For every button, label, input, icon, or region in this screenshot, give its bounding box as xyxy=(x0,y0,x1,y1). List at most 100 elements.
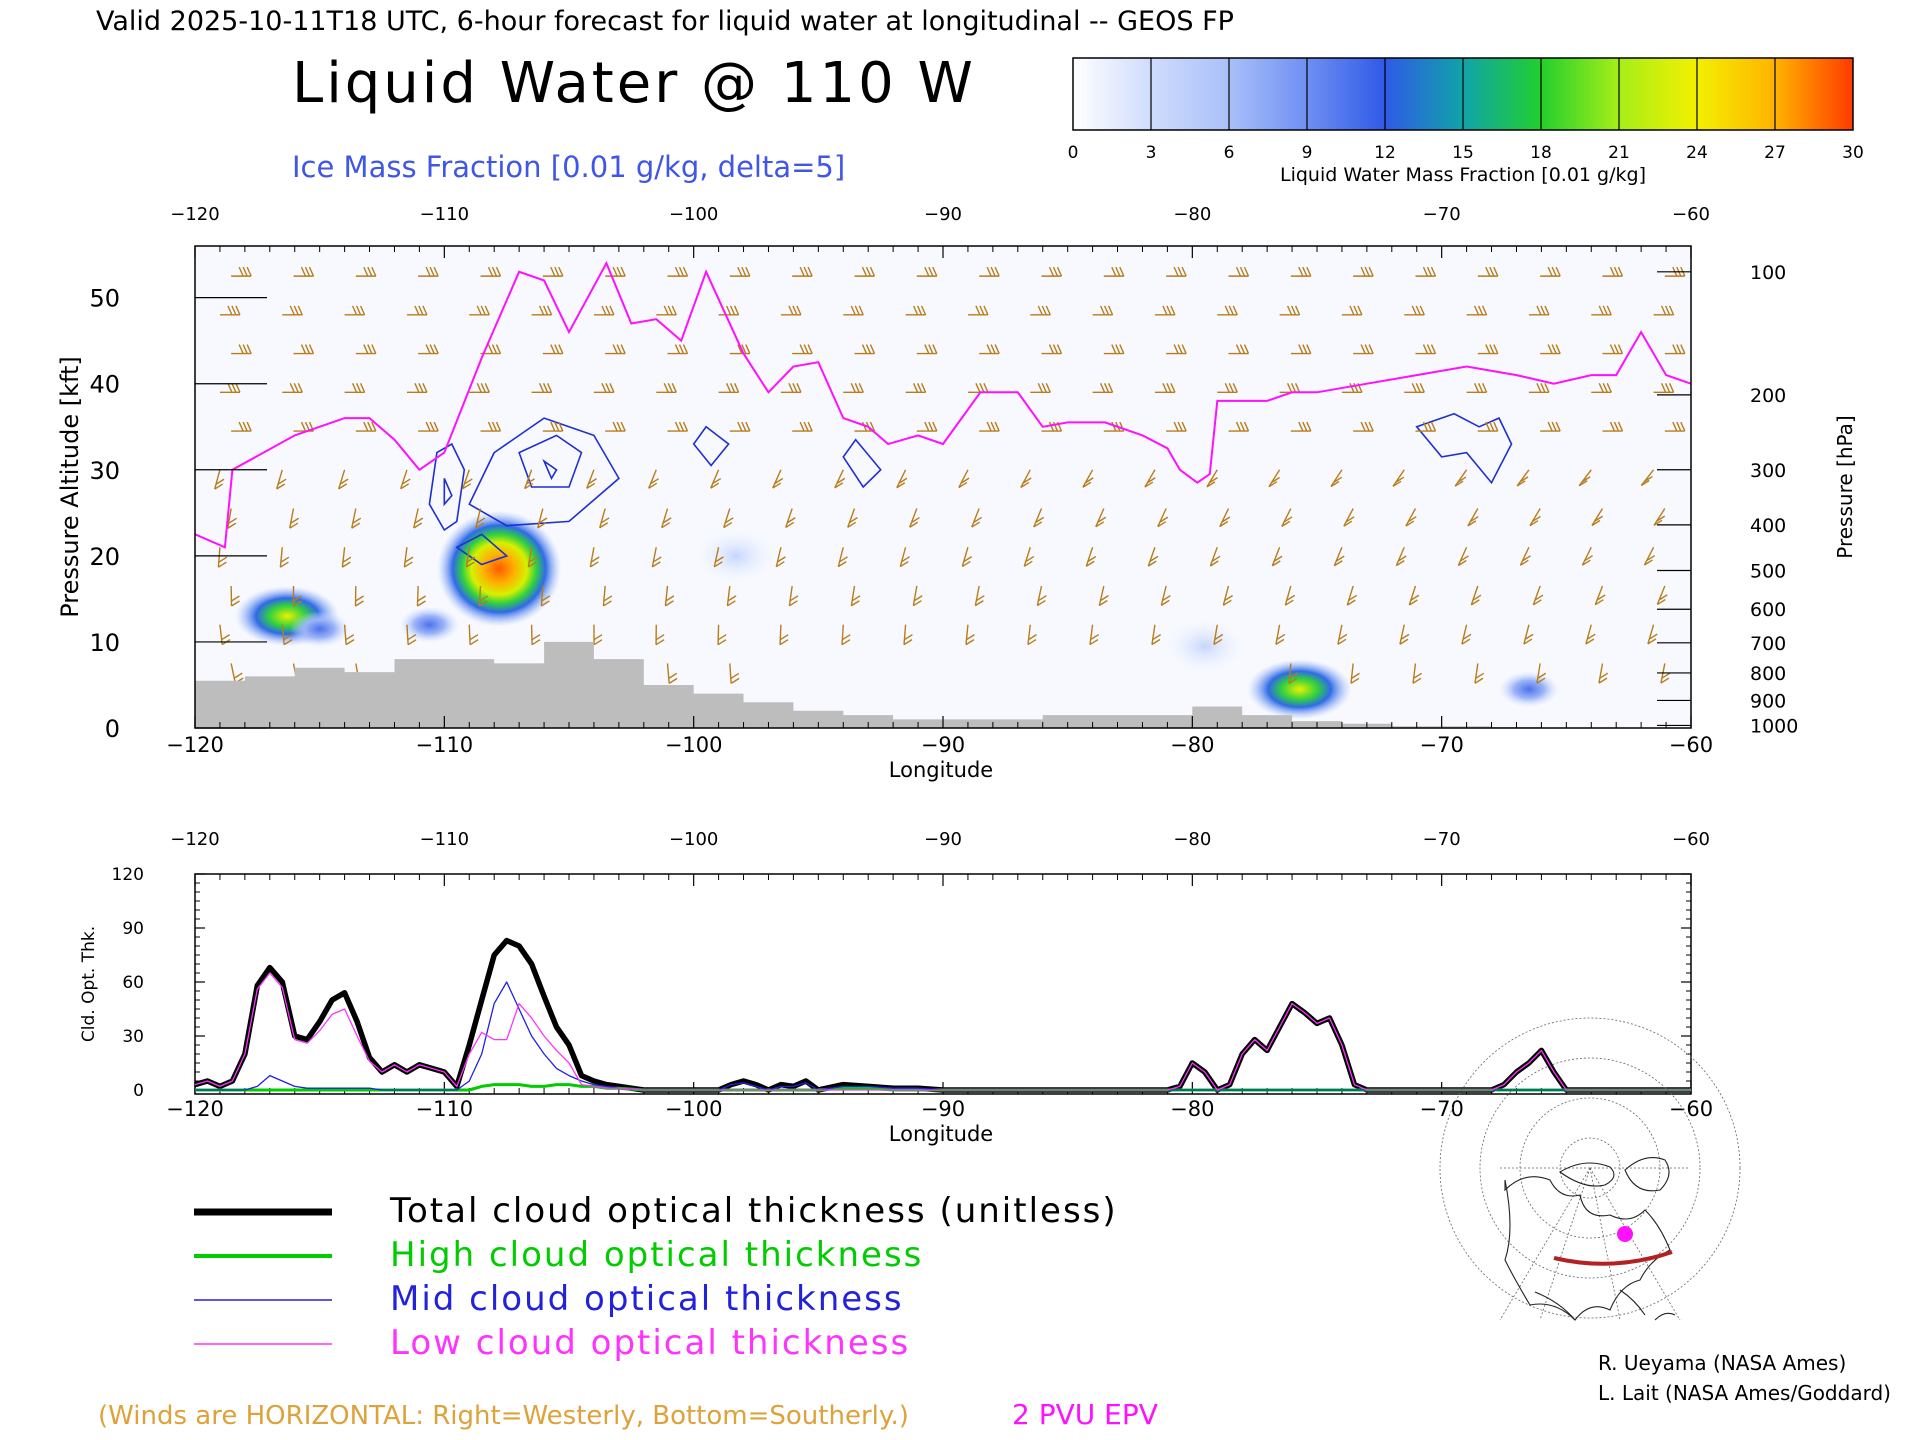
wind-barb xyxy=(1082,469,1094,488)
bottom-x-tick-label-upper: −110 xyxy=(420,829,469,850)
wind-barb xyxy=(1664,421,1686,432)
wind-barb xyxy=(1585,624,1596,645)
wind-barb xyxy=(478,585,489,607)
bottom-ylabel: Cld. Opt. Thk. xyxy=(79,926,99,1042)
wind-barb xyxy=(1412,663,1422,684)
top-pressure-tick-label: 400 xyxy=(1750,515,1786,537)
wind-barb xyxy=(788,585,799,607)
wind-barb xyxy=(1536,663,1547,684)
wind-barb xyxy=(729,421,751,432)
wind-barb xyxy=(717,624,727,646)
wind-barb xyxy=(282,305,303,316)
map-location-marker xyxy=(1617,1226,1633,1242)
wind-barb xyxy=(1664,344,1686,355)
wind-barb xyxy=(1519,546,1531,566)
wind-barb xyxy=(1268,469,1281,488)
top-x-tick-label-upper: −80 xyxy=(1173,204,1211,225)
wind-barb xyxy=(1408,585,1420,606)
wind-barb xyxy=(780,383,802,394)
wind-barb xyxy=(1350,663,1360,684)
valid-line: Valid 2025-10-11T18 UTC, 6-hour forecast… xyxy=(96,6,1234,37)
wind-barb xyxy=(785,508,796,529)
wind-barb xyxy=(480,421,502,432)
wind-barb xyxy=(279,547,290,568)
top-pressure-tick-label: 500 xyxy=(1750,560,1786,582)
wind-barb xyxy=(605,266,626,277)
epv-2pvu-line xyxy=(195,260,1691,549)
wind-barb xyxy=(1415,266,1437,277)
wind-barb xyxy=(1228,266,1250,277)
wind-barb xyxy=(971,508,982,528)
wind-barb xyxy=(1346,585,1358,606)
liquid-water-blob xyxy=(399,606,460,643)
wind-barb xyxy=(293,266,315,277)
wind-barb xyxy=(1523,624,1534,645)
wind-barb xyxy=(1529,508,1541,527)
wind-barb xyxy=(343,624,355,646)
bottom-y-tick-label: 90 xyxy=(122,919,144,939)
wind-barb xyxy=(1461,624,1472,645)
wind-barb xyxy=(656,305,677,316)
wind-barb xyxy=(916,266,938,277)
wind-barb xyxy=(1474,663,1485,684)
liquid-water-blob xyxy=(1247,659,1352,720)
wind-barb xyxy=(1653,305,1675,316)
top-y-tick-label: 20 xyxy=(89,543,120,571)
wind-barb xyxy=(469,383,490,394)
ice-contour xyxy=(542,458,558,481)
wind-barb xyxy=(1089,624,1099,646)
top-y-tick-label: 10 xyxy=(89,629,120,657)
wind-barb xyxy=(355,421,377,432)
ice-contour xyxy=(692,425,730,467)
top-pressure-tick-label: 800 xyxy=(1750,663,1786,685)
wind-barb xyxy=(1404,305,1425,316)
top-x-tick-label: −90 xyxy=(921,733,965,757)
wind-barb xyxy=(847,508,858,528)
wind-barb xyxy=(281,624,293,646)
wind-barb xyxy=(1279,305,1301,316)
colorbar-tick-label: 6 xyxy=(1224,143,1235,163)
wind-barb xyxy=(651,547,662,568)
wind-barb xyxy=(834,469,846,489)
legend-label: Mid cloud optical thickness xyxy=(390,1279,904,1319)
wind-barb xyxy=(605,421,626,432)
wind-barb xyxy=(1337,624,1348,645)
wind-barb xyxy=(354,585,364,607)
wind-barb xyxy=(1395,546,1407,567)
wind-barb xyxy=(1591,508,1604,527)
wind-barb xyxy=(531,305,553,316)
wind-barb xyxy=(729,663,740,684)
wind-barb xyxy=(1151,624,1162,646)
wind-barb xyxy=(542,421,564,432)
wind-barb xyxy=(418,421,439,432)
wind-barb xyxy=(723,508,734,529)
wind-barb xyxy=(718,383,740,394)
wind-barb xyxy=(1516,469,1530,487)
series-line-3 xyxy=(194,972,1691,1091)
wind-barb xyxy=(841,624,851,646)
wind-barb xyxy=(1466,383,1488,394)
wind-barb xyxy=(899,547,910,568)
wind-barb xyxy=(843,383,864,394)
wind-barb xyxy=(718,305,740,316)
wind-barb xyxy=(1281,508,1293,527)
wind-barb xyxy=(1405,508,1417,527)
legend-label: Low cloud optical thickness xyxy=(390,1323,910,1363)
wind-barb xyxy=(602,585,613,607)
wind-barb xyxy=(355,266,377,277)
wind-barb xyxy=(909,508,920,528)
wind-barb xyxy=(1528,383,1550,394)
wind-barb xyxy=(1341,305,1363,316)
wind-barb xyxy=(792,421,813,432)
wind-barb xyxy=(1404,383,1425,394)
bottom-y-tick-label: 30 xyxy=(122,1027,144,1047)
wind-barb xyxy=(292,585,302,607)
bottom-x-tick-label-upper: −80 xyxy=(1173,829,1211,850)
ice-contours xyxy=(428,412,1513,566)
bottom-x-tick-label: −60 xyxy=(1669,1097,1713,1121)
wind-barb xyxy=(589,547,600,568)
wind-barb xyxy=(965,624,975,646)
colorbar-tick-label: 24 xyxy=(1686,143,1708,163)
colorbar-tick-label: 0 xyxy=(1068,143,1079,163)
